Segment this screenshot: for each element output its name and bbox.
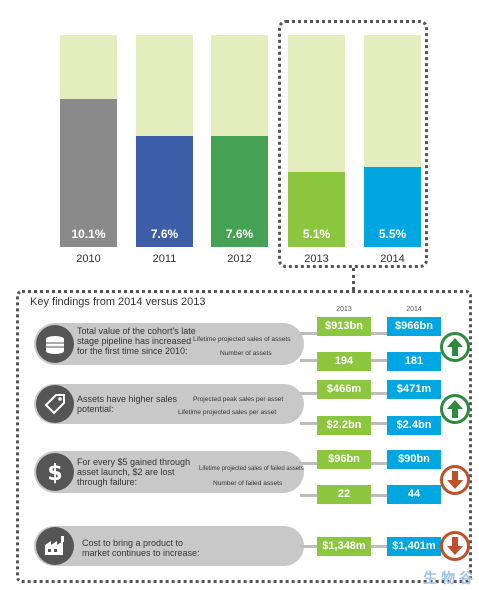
x-tick-label-2013: 2013 (304, 253, 329, 265)
data-label-2014: 5.5% (378, 227, 407, 241)
finding-text: Assets have higher sales potential: (77, 394, 178, 414)
value-2014: $471m (387, 380, 441, 399)
dollar-icon: $ (36, 453, 74, 491)
x-tick-label-2011: 2011 (152, 253, 177, 265)
metric-label: Number of failed assets (213, 480, 283, 487)
value-2014: $1,401m (387, 537, 441, 556)
column-header-2013: 2013 (336, 306, 352, 313)
bar-2011: 7.6% (136, 35, 193, 247)
finding-row-pill (34, 451, 304, 493)
data-label-2011: 7.6% (150, 227, 179, 241)
watermark-logo: 生 物 谷 (423, 570, 473, 586)
value-2014: 44 (387, 485, 441, 504)
value-2014: $90bn (387, 450, 441, 469)
metric-label: Lifetime projected sales of failed asset… (199, 466, 304, 472)
metric-label: Lifetime projected sales per asset (178, 409, 277, 416)
metric-label: Number of assets (220, 350, 272, 357)
value-2013: $913bn (317, 317, 371, 336)
trend-up-icon (440, 332, 470, 362)
value-2013: $96bn (317, 450, 371, 469)
finding-text: For every $5 gained through asset launch… (77, 457, 191, 487)
value-2014: $2.4bn (387, 416, 441, 435)
column-header-2014: 2014 (406, 306, 422, 313)
data-label-2012: 7.6% (225, 227, 254, 241)
connector-line (352, 268, 355, 290)
value-2013: $2.2bn (317, 416, 371, 435)
bar-fill-2011 (136, 135, 193, 247)
x-tick-label-2014: 2014 (380, 253, 405, 265)
data-label-2013: 5.1% (302, 227, 331, 241)
key-findings-title: Key findings from 2014 versus 2013 (30, 296, 206, 308)
bar-fill-2010 (60, 99, 117, 247)
trend-up-icon (440, 394, 470, 424)
value-2013: 22 (317, 485, 371, 504)
bar-2010: 10.1% (60, 35, 117, 247)
x-tick-label-2012: 2012 (227, 253, 252, 265)
coins-icon (36, 325, 74, 363)
trend-down-icon (440, 465, 470, 495)
finding-row-pill (34, 526, 304, 566)
trend-down-icon (440, 531, 470, 561)
metric-label: Projected peak sales per asset (193, 396, 284, 403)
key-findings-panel (16, 290, 472, 583)
finding-text: Total value of the cohort's late stage p… (77, 326, 196, 356)
bar-2014: 5.5% (364, 35, 421, 247)
svg-text:$: $ (47, 461, 62, 486)
bar-2013: 5.1% (288, 35, 345, 247)
bar-fill-2014 (364, 166, 421, 247)
bar-fill-2012 (211, 135, 268, 247)
highlight-frame-2013-2014 (278, 20, 428, 268)
price-tag-icon (36, 385, 74, 423)
value-2014: $966bn (387, 317, 441, 336)
value-2013: $1,348m (317, 537, 371, 556)
data-label-2010: 10.1% (71, 227, 106, 241)
finding-row-pill (34, 384, 304, 424)
value-2013: 194 (317, 352, 371, 371)
value-2014: 181 (387, 352, 441, 371)
bar-fill-2013 (288, 172, 345, 247)
finding-row-pill (34, 323, 304, 365)
bar-2012: 7.6% (211, 35, 268, 247)
factory-icon (36, 527, 74, 565)
finding-text: Cost to bring a product to market contin… (82, 538, 200, 558)
x-tick-label-2010: 2010 (76, 253, 101, 265)
value-2013: $466m (317, 380, 371, 399)
metric-label: Lifetime projected sales of assets (193, 336, 291, 343)
bar-chart: 10.1% 2010 7.6% 2011 7.6% 2012 5.1% 2013 5.5% 201… (0, 0, 479, 270)
